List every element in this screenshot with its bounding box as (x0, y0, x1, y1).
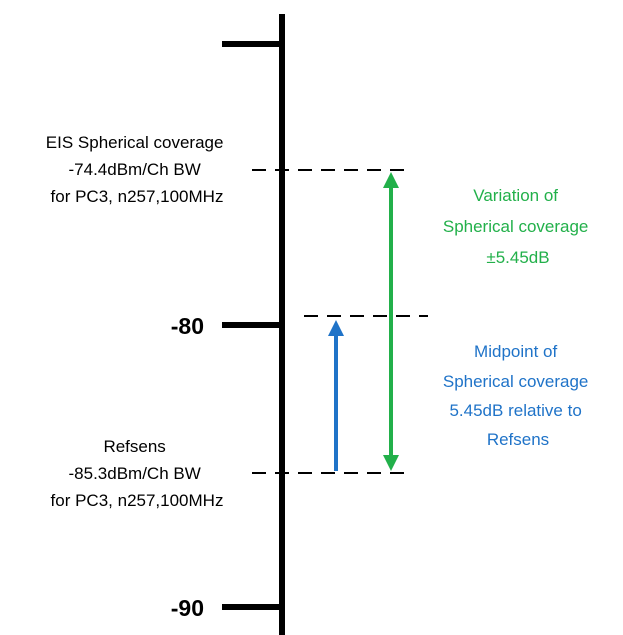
midpoint-label-line: 5.45dB relative to (449, 401, 581, 420)
tick-label-minus-80: -80 (171, 313, 204, 339)
midpoint-label-line: Midpoint of (474, 342, 557, 361)
variation-label-line: ±5.45dB (486, 248, 549, 267)
midpoint-label-line: Refsens (487, 430, 549, 449)
midpoint-label: Midpoint of Spherical coverage 5.45dB re… (443, 342, 593, 449)
midpoint-label-line: Spherical coverage (443, 372, 589, 391)
eis-label-line: -74.4dBm/Ch BW (69, 160, 201, 179)
refsens-label-line: for PC3, n257,100MHz (51, 491, 224, 510)
refsens-label-line: -85.3dBm/Ch BW (69, 464, 201, 483)
eis-label: EIS Spherical coverage -74.4dBm/Ch BW fo… (46, 133, 228, 206)
eis-label-line: for PC3, n257,100MHz (51, 187, 224, 206)
variation-label-line: Spherical coverage (443, 217, 589, 236)
variation-label-line: Variation of (473, 186, 558, 205)
tick-label-minus-90: -90 (171, 595, 204, 621)
variation-label: Variation of Spherical coverage ±5.45dB (443, 186, 593, 267)
refsens-label-line: Refsens (103, 437, 165, 456)
refsens-label: Refsens -85.3dBm/Ch BW for PC3, n257,100… (51, 437, 224, 510)
eis-label-line: EIS Spherical coverage (46, 133, 224, 152)
